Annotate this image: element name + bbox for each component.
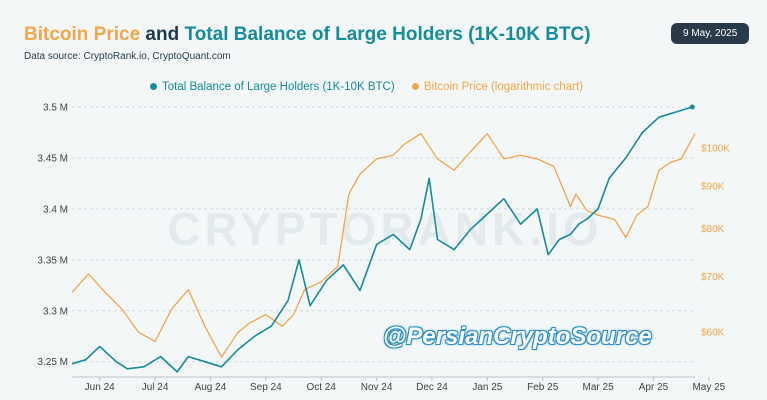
title-large-holders: Total Balance of Large Holders (1K-10K B… — [184, 24, 591, 45]
x-tick-label: Jan 25 — [472, 382, 502, 393]
y-tick-label: 3.3 M — [43, 306, 68, 317]
y-tick-label: 3.45 M — [37, 153, 68, 164]
series-line-balance — [71, 106, 693, 373]
legend-item-balance: Total Balance of Large Holders (1K-10K B… — [150, 81, 395, 93]
y-tick-label: 3.5 M — [43, 103, 68, 114]
y-tick-label: 3.35 M — [37, 255, 68, 266]
data-source-note: Data source: CryptoRank.io, CryptoQuant.… — [24, 51, 231, 62]
x-tick-label: Apr 25 — [639, 382, 669, 393]
y-tick-label: 3.4 M — [43, 204, 68, 215]
watermark-background: CRYPTORANK.IO — [167, 203, 602, 255]
y-tick-label: 3.25 M — [37, 357, 68, 368]
chart-legend: Total Balance of Large Holders (1K-10K B… — [150, 81, 597, 93]
legend-label-btc: Bitcoin Price (logarithmic chart) — [423, 81, 584, 93]
title-bitcoin-price: Bitcoin Price — [24, 24, 141, 45]
legend-item-btc: Bitcoin Price (logarithmic chart) — [411, 81, 584, 93]
grid-lines — [72, 106, 695, 378]
series-line-btc — [71, 133, 696, 358]
y2-tick-label: $70K — [701, 272, 725, 283]
x-tick-label: Feb 25 — [527, 382, 559, 393]
legend-dot-btc — [411, 83, 419, 91]
y-axis-left: 3.25 M 3.3 M 3.35 M 3.4 M 3.45 M 3.5 M — [37, 103, 68, 369]
x-tick-label: Oct 24 — [306, 382, 336, 393]
date-badge: 9 May, 2025 — [671, 23, 750, 44]
x-tick-label: Aug 24 — [195, 382, 227, 393]
x-tick-label: May 25 — [692, 382, 725, 393]
y-axis-right: $60K $70K $80K $90K $100K — [701, 143, 730, 338]
y2-tick-label: $60K — [701, 328, 725, 339]
x-tick-label: Sep 24 — [250, 382, 282, 393]
chart-title: Bitcoin Price and Total Balance of Large… — [24, 24, 591, 46]
x-tick-label: Nov 24 — [361, 382, 393, 393]
series-end-point-balance — [689, 104, 695, 110]
x-tick-label: Mar 25 — [583, 382, 615, 393]
x-axis: Jun 24 Jul 24 Aug 24 Sep 24 Oct 24 Nov 24 Dec … — [85, 377, 726, 393]
x-tick-label: Jul 24 — [142, 382, 169, 393]
watermark-handle: @PersianCryptoSource — [383, 323, 652, 350]
series-lines — [71, 104, 696, 373]
legend-label-balance: Total Balance of Large Holders (1K-10K B… — [162, 81, 395, 93]
y2-tick-label: $90K — [701, 181, 725, 192]
y2-tick-label: $100K — [701, 143, 730, 154]
y2-tick-label: $80K — [701, 224, 725, 235]
x-tick-label: Dec 24 — [416, 382, 448, 393]
title-connector: and — [140, 24, 185, 45]
legend-dot-balance — [150, 83, 157, 91]
x-tick-label: Jun 24 — [85, 382, 115, 393]
